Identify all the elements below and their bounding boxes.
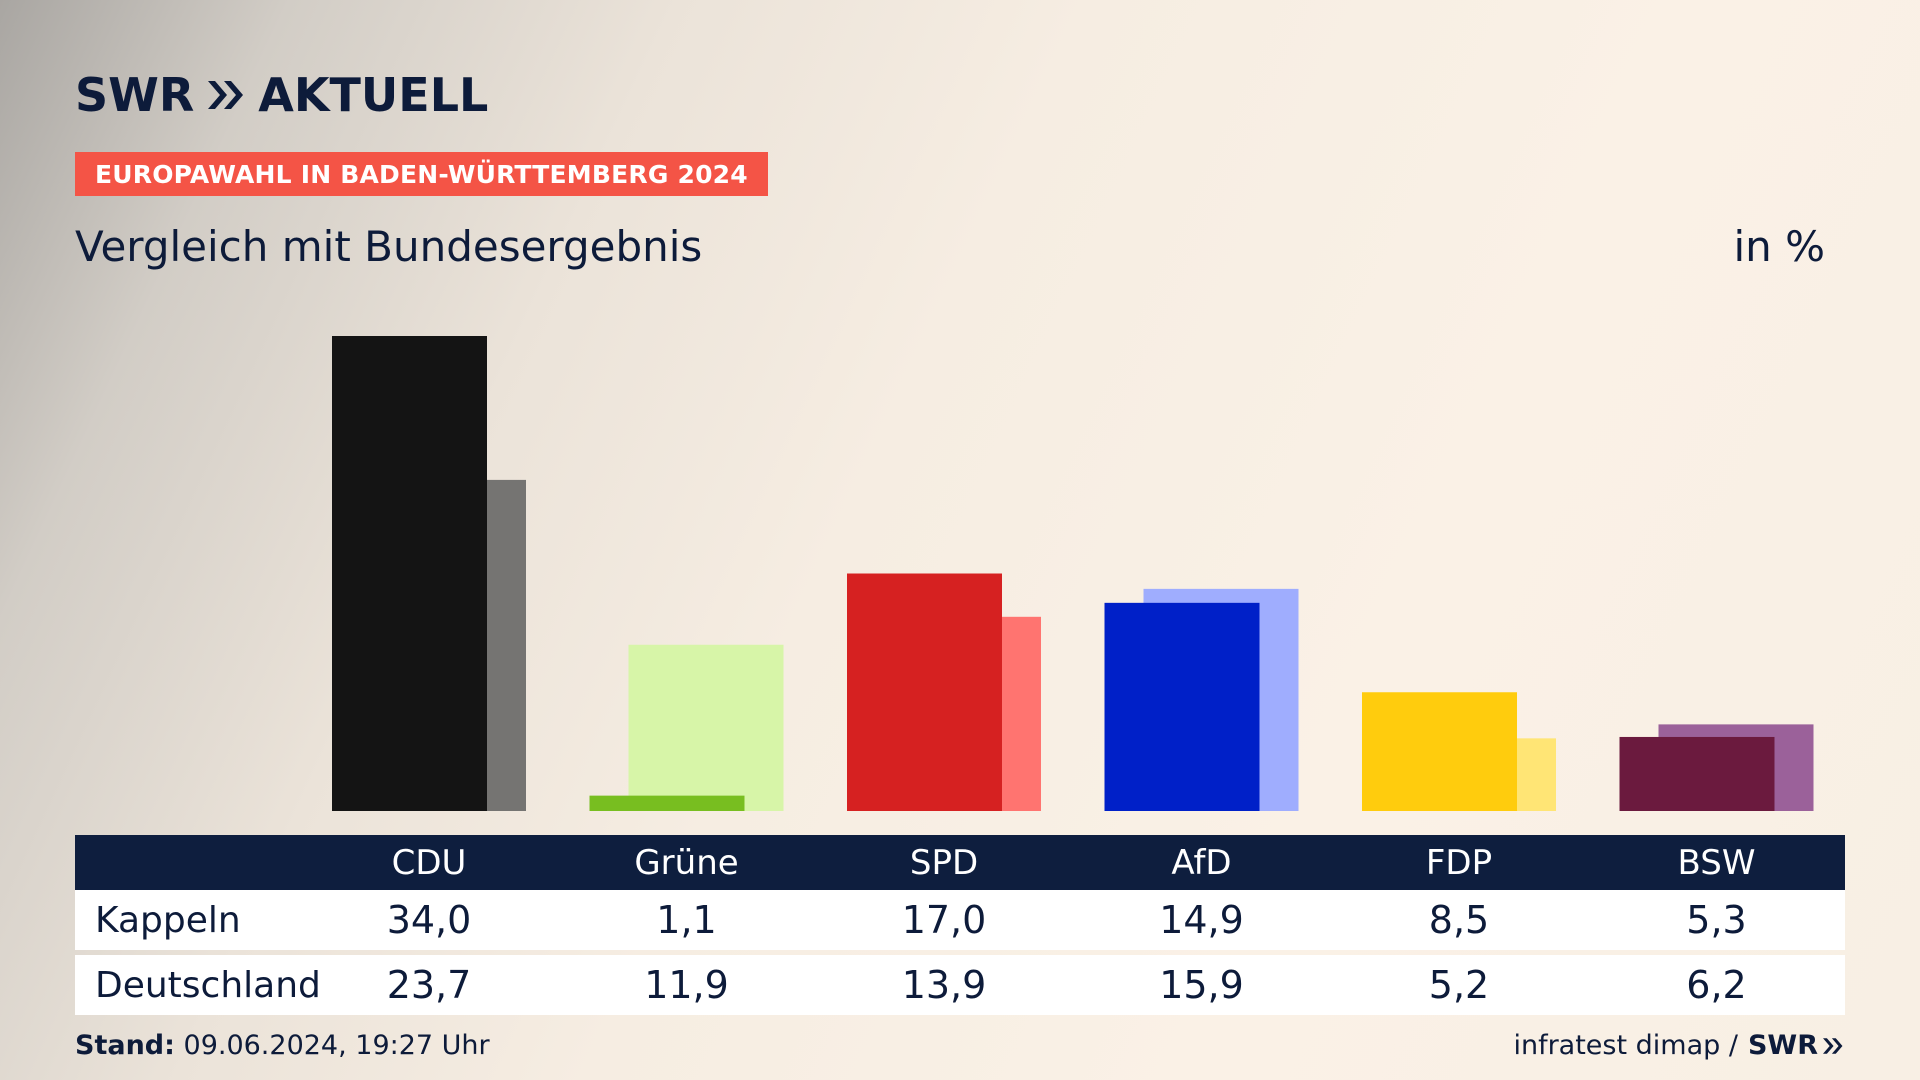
bar-kappeln-afd xyxy=(1104,602,1260,811)
value-deutschland-spd: 13,9 xyxy=(901,963,987,1007)
logo-aktuell-text: AKTUELL xyxy=(258,68,489,122)
footer-swr-text: SWR xyxy=(1747,1030,1818,1061)
bar-kappeln-spd xyxy=(847,573,1002,811)
value-kappeln-fdp: 8,5 xyxy=(1428,898,1490,942)
results-table: CDU Grüne SPD AfD FDP BSW Kappeln 34,0 1,1 17,0… xyxy=(75,835,1845,1015)
category-label-cdu: CDU xyxy=(391,842,467,883)
bar-kappeln-fdp xyxy=(1362,692,1517,811)
chart-subtitle: Vergleich mit Bundesergebnis xyxy=(75,222,703,271)
logo-swr-text: SWR xyxy=(75,68,195,122)
bar-kappeln-gruene xyxy=(589,795,745,811)
category-label-spd: SPD xyxy=(909,842,979,883)
swr-aktuell-logo: SWR AKTUELL xyxy=(75,68,488,122)
value-deutschland-fdp: 5,2 xyxy=(1428,963,1490,1007)
election-badge: EUROPAWAHL IN BADEN-WÜRTTEMBERG 2024 xyxy=(75,152,768,196)
table-row: Kappeln 34,0 1,1 17,0 14,9 8,5 5,3 xyxy=(75,890,1845,950)
category-label-gruene: Grüne xyxy=(634,842,739,883)
value-kappeln-spd: 17,0 xyxy=(901,898,987,942)
value-kappeln-gruene: 1,1 xyxy=(656,898,717,942)
value-deutschland-cdu: 23,7 xyxy=(386,963,472,1007)
value-kappeln-afd: 14,9 xyxy=(1159,898,1244,942)
category-label-bsw: BSW xyxy=(1677,842,1756,883)
bar-kappeln-bsw xyxy=(1619,736,1775,811)
table-row: Deutschland 23,7 11,9 13,9 15,9 5,2 6,2 xyxy=(75,955,1845,1015)
value-deutschland-afd: 15,9 xyxy=(1159,963,1244,1007)
footer-source: infratest dimap / SWR xyxy=(1513,1030,1845,1061)
value-kappeln-cdu: 34,0 xyxy=(386,898,472,942)
value-deutschland-gruene: 11,9 xyxy=(644,963,729,1007)
row-label: Deutschland xyxy=(95,964,321,1006)
category-label-fdp: FDP xyxy=(1425,842,1493,883)
unit-label: in % xyxy=(1733,222,1825,271)
row-label: Kappeln xyxy=(95,899,241,941)
stand-label: Stand: xyxy=(75,1030,175,1061)
category-label-afd: AfD xyxy=(1171,842,1232,883)
value-deutschland-bsw: 6,2 xyxy=(1686,963,1747,1007)
stand-value: 09.06.2024, 19:27 Uhr xyxy=(183,1030,490,1061)
bar-chart xyxy=(332,336,1814,811)
table-header: CDU Grüne SPD AfD FDP BSW xyxy=(75,835,1845,890)
footer-stand: Stand: 09.06.2024, 19:27 Uhr xyxy=(75,1030,490,1061)
bar-kappeln-cdu xyxy=(332,336,487,811)
value-kappeln-bsw: 5,3 xyxy=(1686,898,1747,942)
double-chevron-icon xyxy=(208,81,244,109)
source-text: infratest dimap / xyxy=(1513,1030,1738,1061)
double-chevron-icon xyxy=(1823,1037,1843,1054)
bar-deutschland-gruene xyxy=(628,644,784,811)
footer-swr-logo: SWR xyxy=(1748,1030,1845,1061)
